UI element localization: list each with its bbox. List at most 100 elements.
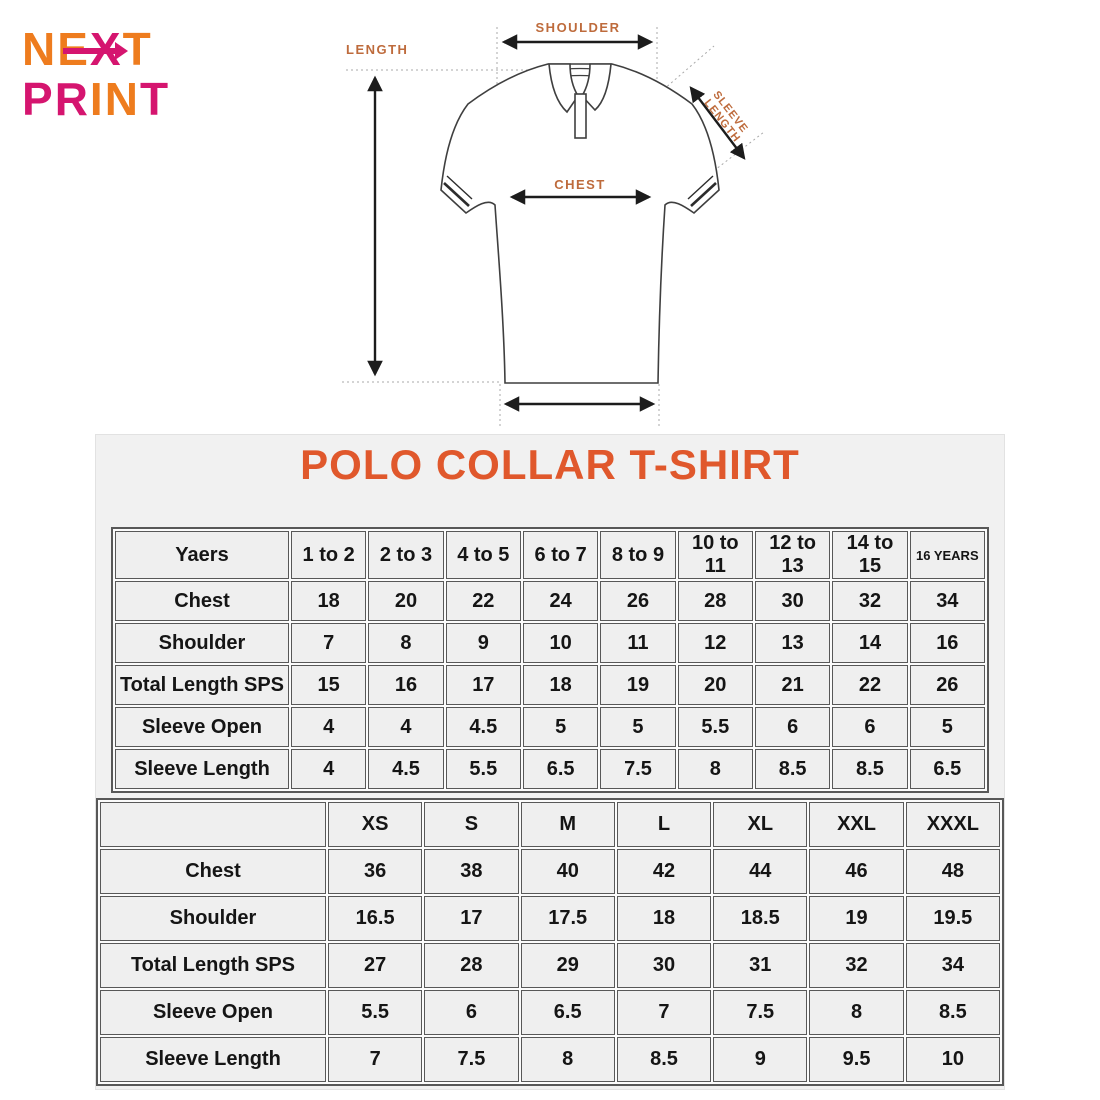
table-row: Sleeve Open 4 4 4.5 5 5 5.5 6 6 5 xyxy=(115,707,985,747)
chest-label: CHEST xyxy=(554,177,606,192)
table-row: Sleeve Length 4 4.5 5.5 6.5 7.5 8 8.5 8.5 6.5 xyxy=(115,749,985,789)
size-value-cell: 40 xyxy=(520,849,615,894)
size-value-cell: 17 xyxy=(424,896,519,941)
size-value-cell: 8 xyxy=(520,1037,615,1082)
size-value-cell: 9.5 xyxy=(809,1037,904,1082)
header-row: XS S M L XL XXL XXXL xyxy=(100,802,1000,847)
size-value-cell: 7 xyxy=(291,623,367,663)
size-value-cell: 4.5 xyxy=(368,749,444,789)
size-value-cell: 21 xyxy=(754,665,831,705)
size-value-cell: 38 xyxy=(424,849,519,894)
size-value-cell: 14 xyxy=(832,623,908,663)
size-value-cell: 44 xyxy=(713,849,808,894)
logo-line-next: NEXT xyxy=(22,24,170,74)
row-label-cell: Total Length SPS xyxy=(115,665,289,705)
row-label-cell: Chest xyxy=(115,581,289,621)
corner-header-cell xyxy=(100,802,326,847)
size-value-cell: 36 xyxy=(328,849,423,894)
row-label-cell: Sleeve Length xyxy=(100,1037,326,1082)
size-value-cell: 22 xyxy=(445,581,521,621)
logo-letter: I xyxy=(89,73,105,125)
size-value-cell: 20 xyxy=(677,665,753,705)
size-value-cell: 26 xyxy=(909,665,985,705)
row-label-cell: Sleeve Open xyxy=(115,707,289,747)
size-value-cell: 7.5 xyxy=(600,749,676,789)
column-header-cell: L xyxy=(616,802,712,847)
size-value-cell: 32 xyxy=(832,581,908,621)
column-header-cell: 10 to 11 xyxy=(677,531,753,579)
row-label-cell: Shoulder xyxy=(115,623,289,663)
size-value-cell: 24 xyxy=(522,581,599,621)
table-row: Sleeve Open 5.5 6 6.5 7 7.5 8 8.5 xyxy=(100,990,1000,1035)
column-header-cell: 12 to 13 xyxy=(754,531,831,579)
column-header-cell: 16 YEARS xyxy=(909,531,985,579)
size-value-cell: 6 xyxy=(832,707,908,747)
column-header-cell: 1 to 2 xyxy=(291,531,367,579)
size-value-cell: 31 xyxy=(713,943,808,988)
logo-letter: N xyxy=(22,23,58,75)
size-value-cell: 5.5 xyxy=(328,990,423,1035)
size-value-cell: 6.5 xyxy=(522,749,599,789)
size-value-cell: 16 xyxy=(368,665,444,705)
sleeve-length-arrow xyxy=(689,86,746,160)
size-value-cell: 30 xyxy=(616,943,712,988)
size-value-cell: 8 xyxy=(809,990,904,1035)
table-row: Chest 18 20 22 24 26 28 30 32 34 xyxy=(115,581,985,621)
corner-header-cell: Yaers xyxy=(115,531,289,579)
table-row: Total Length SPS 27 28 29 30 31 32 34 xyxy=(100,943,1000,988)
size-value-cell: 42 xyxy=(616,849,712,894)
size-value-cell: 8.5 xyxy=(616,1037,712,1082)
size-value-cell: 10 xyxy=(905,1037,1000,1082)
size-value-cell: 8.5 xyxy=(754,749,831,789)
size-value-cell: 17 xyxy=(445,665,521,705)
size-value-cell: 10 xyxy=(522,623,599,663)
size-value-cell: 5.5 xyxy=(445,749,521,789)
size-value-cell: 4.5 xyxy=(445,707,521,747)
column-header-cell: XXXL xyxy=(905,802,1000,847)
size-value-cell: 6 xyxy=(424,990,519,1035)
size-value-cell: 18.5 xyxy=(713,896,808,941)
size-value-cell: 5 xyxy=(522,707,599,747)
measurement-arrows xyxy=(367,34,746,412)
adult-size-table: XS S M L XL XXL XXXL Chest 36 38 40 42 44 46 48 Shoulde… xyxy=(96,798,1004,1086)
column-header-cell: 8 to 9 xyxy=(600,531,676,579)
column-header-cell: 2 to 3 xyxy=(368,531,444,579)
column-header-cell: 14 to 15 xyxy=(832,531,908,579)
table-row: Chest 36 38 40 42 44 46 48 xyxy=(100,849,1000,894)
size-value-cell: 9 xyxy=(445,623,521,663)
size-value-cell: 5 xyxy=(600,707,676,747)
table-row: Total Length SPS 15 16 17 18 19 20 21 22 26 xyxy=(115,665,985,705)
nextprint-logo: NEXT PRINT xyxy=(22,24,170,124)
length-label: LENGTH xyxy=(346,42,408,57)
logo-letter: P xyxy=(22,73,55,125)
size-value-cell: 48 xyxy=(905,849,1000,894)
size-value-cell: 4 xyxy=(291,707,367,747)
size-value-cell: 8.5 xyxy=(832,749,908,789)
table-row: Sleeve Length 7 7.5 8 8.5 9 9.5 10 xyxy=(100,1037,1000,1082)
size-value-cell: 7 xyxy=(328,1037,423,1082)
size-value-cell: 27 xyxy=(328,943,423,988)
column-header-cell: XXL xyxy=(809,802,904,847)
row-label-cell: Shoulder xyxy=(100,896,326,941)
size-value-cell: 28 xyxy=(424,943,519,988)
table-row: Shoulder 7 8 9 10 11 12 13 14 16 xyxy=(115,623,985,663)
size-value-cell: 30 xyxy=(754,581,831,621)
size-value-cell: 19.5 xyxy=(905,896,1000,941)
size-value-cell: 7.5 xyxy=(424,1037,519,1082)
row-label-cell: Chest xyxy=(100,849,326,894)
size-value-cell: 6.5 xyxy=(520,990,615,1035)
size-value-cell: 5.5 xyxy=(677,707,753,747)
size-value-cell: 4 xyxy=(368,707,444,747)
size-value-cell: 16.5 xyxy=(328,896,423,941)
size-value-cell: 13 xyxy=(754,623,831,663)
row-label-cell: Sleeve Open xyxy=(100,990,326,1035)
size-value-cell: 8 xyxy=(368,623,444,663)
logo-letter: R xyxy=(54,73,90,125)
size-value-cell: 19 xyxy=(809,896,904,941)
size-value-cell: 12 xyxy=(677,623,753,663)
tshirt-measurement-diagram: LENGTH SHOULDER CHEST SLEEVE LENGTH xyxy=(342,20,765,428)
